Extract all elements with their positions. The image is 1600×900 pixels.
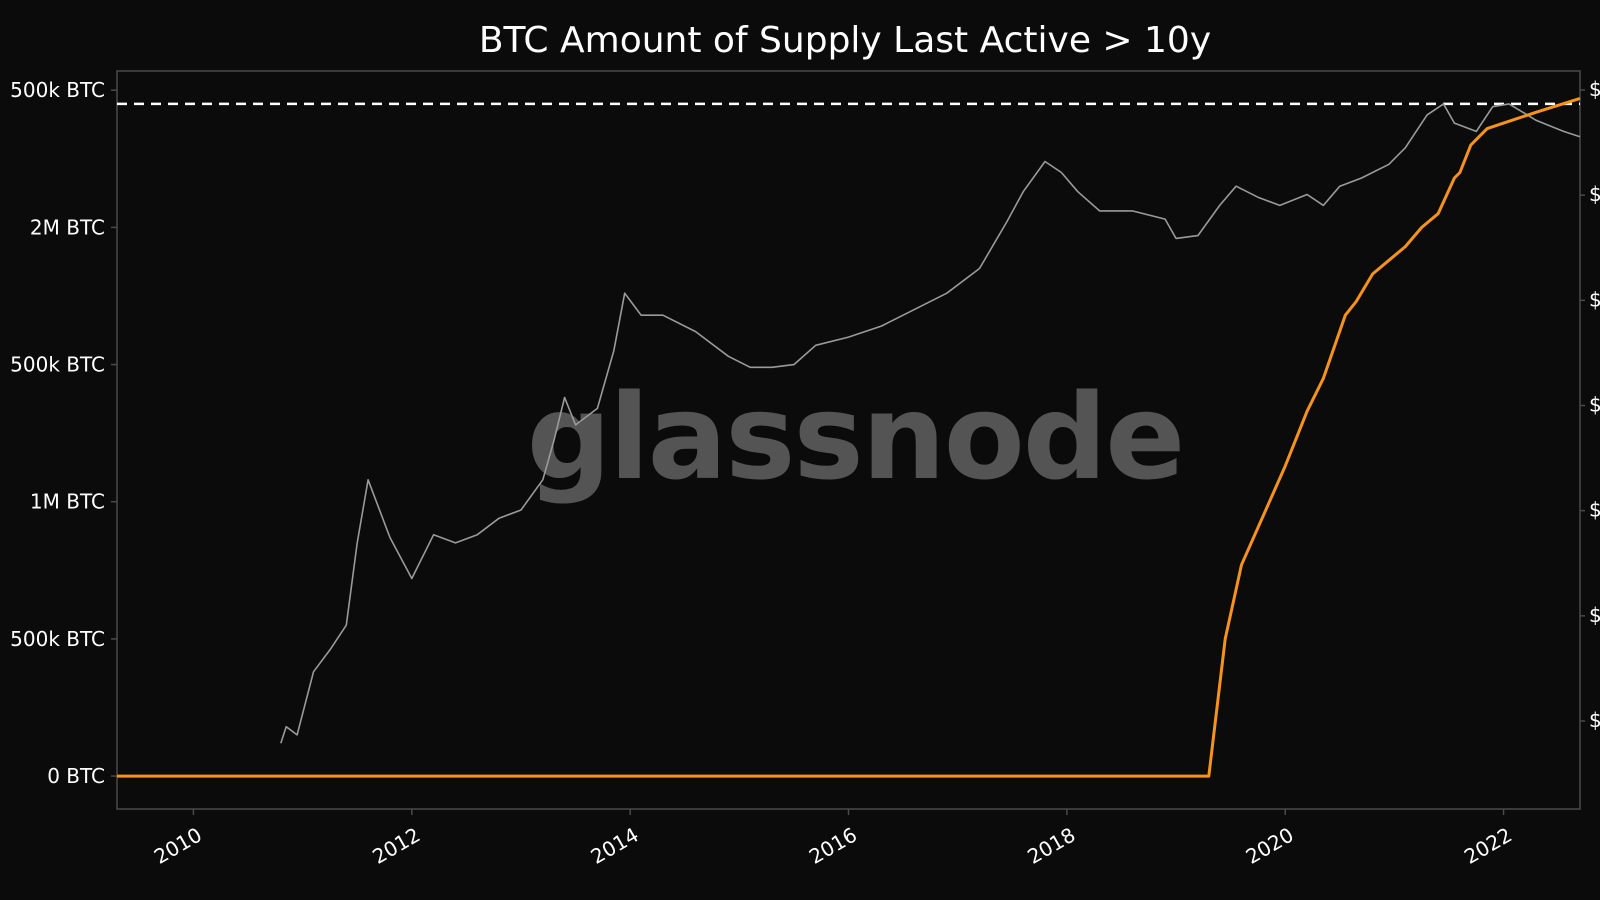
x-tick-label: 2018	[1023, 823, 1079, 869]
y-tick-label: 2M BTC	[30, 215, 105, 239]
x-tick-label: 2012	[368, 823, 424, 869]
y-tick-label: 500k BTC	[10, 627, 105, 651]
x-tick-label: 2016	[805, 823, 861, 869]
supply-line	[117, 96, 1581, 778]
right-tick-label: $	[1589, 603, 1600, 627]
x-tick-label: 2014	[587, 823, 643, 869]
x-tick-label: 2022	[1460, 823, 1516, 869]
right-tick-label: $	[1589, 287, 1600, 311]
x-tick-label: 2010	[150, 823, 206, 869]
y-tick-label: 1M BTC	[30, 490, 105, 514]
y-tick-label: 0 BTC	[47, 764, 105, 788]
chart-title: BTC Amount of Supply Last Active > 10y	[479, 20, 1211, 61]
y-tick-label: 500k BTC	[10, 78, 105, 102]
x-tick-label: 2020	[1242, 823, 1298, 869]
right-tick-label: $	[1589, 393, 1600, 417]
y-tick-label: 500k BTC	[10, 353, 105, 377]
right-tick-label: $	[1589, 77, 1600, 101]
right-tick-label: $	[1589, 708, 1600, 732]
right-tick-label: $	[1589, 182, 1600, 206]
price-line	[280, 103, 1581, 744]
watermark-text: glassnode	[527, 368, 1184, 506]
right-tick-label: $	[1589, 498, 1600, 522]
